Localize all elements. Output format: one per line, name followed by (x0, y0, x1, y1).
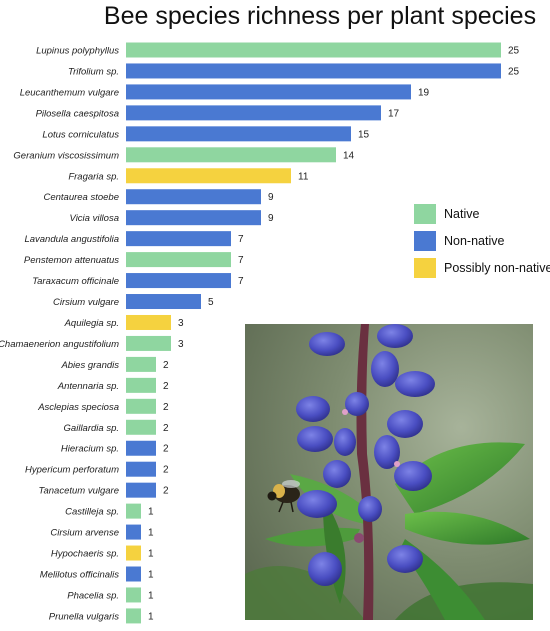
bar-gaillardia-sp (126, 419, 156, 435)
legend-label-non-native: Non-native (444, 234, 505, 248)
value-label-penstemon-attenuatus: 7 (238, 255, 244, 266)
category-label-trifolium-sp: Trifolium sp. (68, 66, 119, 77)
value-label-castilleja-sp: 1 (148, 507, 154, 518)
bar-cirsium-vulgare (126, 294, 201, 310)
category-label-vicia-villosa: Vicia villosa (70, 213, 119, 224)
bar-hypericum-perforatum (126, 461, 156, 477)
category-label-taraxacum-officinale: Taraxacum officinale (32, 276, 119, 287)
bar-hypochaeris-sp (126, 545, 141, 561)
legend-label-possibly-non-native: Possibly non-native (444, 261, 550, 275)
value-label-centaurea-stoebe: 9 (268, 192, 274, 203)
category-label-antennaria-sp: Antennaria sp. (57, 381, 119, 392)
value-label-melilotus-officinalis: 1 (148, 570, 154, 581)
bar-castilleja-sp (126, 503, 141, 519)
bar-leucanthemum-vulgare (126, 84, 411, 100)
category-label-chamaenerion-angustifolium: Chamaenerion angustifolium (0, 339, 119, 350)
category-label-geranium-viscosissimum: Geranium viscosissimum (13, 150, 119, 161)
value-label-gaillardia-sp: 2 (163, 423, 169, 434)
category-label-aquilegia-sp: Aquilegia sp. (64, 318, 119, 329)
category-label-penstemon-attenuatus: Penstemon attenuatus (24, 255, 119, 266)
bar-prunella-vulgaris (126, 608, 141, 624)
category-label-cirsium-arvense: Cirsium arvense (50, 528, 119, 539)
legend-item-native: Native (414, 204, 550, 224)
value-label-abies-grandis: 2 (163, 360, 169, 371)
category-label-hieracium-sp: Hieracium sp. (61, 444, 119, 455)
bumblebee (267, 480, 300, 513)
bar-lavandula-angustifolia (126, 231, 231, 247)
bar-taraxacum-officinale (126, 273, 231, 289)
value-label-hypochaeris-sp: 1 (148, 549, 154, 560)
category-label-tanacetum-vulgare: Tanacetum vulgare (39, 486, 119, 497)
bar-penstemon-attenuatus (126, 252, 231, 268)
value-label-taraxacum-officinale: 7 (238, 276, 244, 287)
value-label-tanacetum-vulgare: 2 (163, 486, 169, 497)
value-label-hypericum-perforatum: 2 (163, 465, 169, 476)
bar-hieracium-sp (126, 440, 156, 456)
category-label-castilleja-sp: Castilleja sp. (65, 507, 119, 518)
category-label-fragaria-sp: Fragaria sp. (68, 171, 119, 182)
category-label-asclepias-speciosa: Asclepias speciosa (37, 402, 119, 413)
bar-chamaenerion-angustifolium (126, 335, 171, 351)
category-label-melilotus-officinalis: Melilotus officinalis (40, 570, 119, 581)
legend-swatch-non-native (414, 231, 436, 251)
bar-aquilegia-sp (126, 314, 171, 330)
bar-lotus-corniculatus (126, 126, 351, 142)
category-label-hypericum-perforatum: Hypericum perforatum (25, 465, 119, 476)
category-label-hypochaeris-sp: Hypochaeris sp. (51, 549, 119, 560)
value-label-chamaenerion-angustifolium: 3 (178, 339, 184, 350)
bar-phacelia-sp (126, 587, 141, 603)
value-label-lavandula-angustifolia: 7 (238, 234, 244, 245)
value-label-asclepias-speciosa: 2 (163, 402, 169, 413)
chart-title: Bee species richness per plant species (103, 2, 537, 30)
legend-item-non-native: Non-native (414, 231, 550, 251)
bar-geranium-viscosissimum (126, 147, 336, 163)
legend: Native Non-native Possibly non-native (414, 204, 550, 285)
bar-trifolium-sp (126, 63, 501, 79)
category-label-lavandula-angustifolia: Lavandula angustifolia (24, 234, 119, 245)
bar-antennaria-sp (126, 377, 156, 393)
legend-swatch-possibly-non-native (414, 258, 436, 278)
bar-lupinus-polyphyllus (126, 42, 501, 58)
bar-centaurea-stoebe (126, 189, 261, 205)
category-label-lotus-corniculatus: Lotus corniculatus (42, 129, 119, 140)
category-label-abies-grandis: Abies grandis (60, 360, 119, 371)
category-label-centaurea-stoebe: Centaurea stoebe (43, 192, 119, 203)
category-label-prunella-vulgaris: Prunella vulgaris (49, 611, 119, 622)
category-label-phacelia-sp: Phacelia sp. (67, 590, 119, 601)
value-label-cirsium-arvense: 1 (148, 528, 154, 539)
value-label-vicia-villosa: 9 (268, 213, 274, 224)
value-label-aquilegia-sp: 3 (178, 318, 184, 329)
value-label-cirsium-vulgare: 5 (208, 297, 214, 308)
value-label-prunella-vulgaris: 1 (148, 611, 154, 622)
legend-swatch-native (414, 204, 436, 224)
category-label-leucanthemum-vulgare: Leucanthemum vulgare (20, 87, 119, 98)
legend-item-possibly-non-native: Possibly non-native (414, 258, 550, 278)
bar-vicia-villosa (126, 210, 261, 226)
bar-fragaria-sp (126, 168, 291, 184)
value-label-pilosella-caespitosa: 17 (388, 108, 400, 119)
bar-melilotus-officinalis (126, 566, 141, 582)
category-label-pilosella-caespitosa: Pilosella caespitosa (36, 108, 119, 119)
value-label-lotus-corniculatus: 15 (358, 129, 370, 140)
bar-asclepias-speciosa (126, 398, 156, 414)
value-label-hieracium-sp: 2 (163, 444, 169, 455)
value-label-fragaria-sp: 11 (298, 171, 309, 182)
category-label-gaillardia-sp: Gaillardia sp. (64, 423, 119, 434)
value-label-trifolium-sp: 25 (508, 66, 520, 77)
bar-cirsium-arvense (126, 524, 141, 540)
bee-on-lupine-photo (245, 324, 533, 620)
category-label-lupinus-polyphyllus: Lupinus polyphyllus (36, 46, 119, 57)
bar-tanacetum-vulgare (126, 482, 156, 498)
bar-pilosella-caespitosa (126, 105, 381, 121)
value-label-geranium-viscosissimum: 14 (343, 150, 355, 161)
legend-label-native: Native (444, 207, 480, 221)
value-label-leucanthemum-vulgare: 19 (418, 87, 430, 98)
category-label-cirsium-vulgare: Cirsium vulgare (53, 297, 119, 308)
lupine-flower-spike (296, 324, 435, 620)
value-label-lupinus-polyphyllus: 25 (508, 46, 520, 57)
bar-abies-grandis (126, 356, 156, 372)
value-label-phacelia-sp: 1 (148, 590, 154, 601)
value-label-antennaria-sp: 2 (163, 381, 169, 392)
